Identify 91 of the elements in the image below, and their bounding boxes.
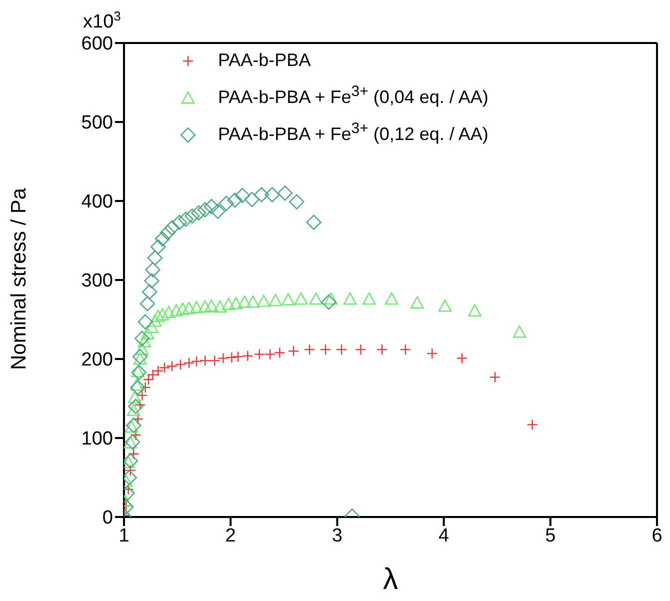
point (142, 284, 158, 300)
point (410, 296, 424, 309)
point (124, 420, 138, 433)
point (140, 296, 156, 312)
point (244, 192, 260, 208)
legend-label: PAA-b-PBA + Fe$^{3+}$ (0,04 eq. / AA) (218, 83, 488, 107)
point (130, 378, 144, 391)
point (138, 314, 153, 330)
point (234, 188, 250, 204)
x-tick-label: 1 (118, 525, 130, 546)
y-tick-label: 300 (81, 270, 113, 292)
point (204, 198, 220, 214)
y-tick-label: 400 (81, 192, 113, 213)
point (210, 204, 226, 219)
y-tick-label: 500 (81, 112, 113, 134)
point (154, 231, 170, 247)
point (145, 262, 160, 278)
legend-label: PAA-b-PBA + Fe$^{3+}$ (0,12 eq. / AA) (218, 120, 488, 144)
point (343, 292, 357, 305)
point (213, 300, 227, 312)
point (170, 304, 183, 316)
point (172, 214, 188, 230)
point (126, 418, 142, 433)
point (512, 326, 526, 338)
point (148, 314, 162, 327)
point (222, 298, 236, 310)
point (136, 342, 149, 356)
point (144, 273, 160, 288)
point (184, 208, 200, 224)
x-tick-label: 6 (652, 525, 662, 546)
point (178, 212, 194, 227)
x-axis-title: λ (383, 563, 398, 596)
x-tick-label: 5 (545, 525, 556, 546)
point (182, 302, 196, 314)
point (282, 293, 295, 306)
point (145, 320, 158, 333)
point (130, 380, 146, 396)
y-tick-label: 200 (81, 350, 113, 371)
point (124, 434, 140, 450)
point (254, 187, 270, 202)
point (124, 436, 137, 448)
point (306, 214, 322, 230)
point (362, 292, 376, 305)
point (277, 186, 293, 201)
point (309, 292, 322, 305)
point (238, 296, 252, 308)
point (289, 194, 304, 210)
point (321, 294, 336, 310)
text: x10$^{3}$ (83, 8, 121, 33)
point (152, 310, 165, 322)
point (198, 300, 212, 312)
point (162, 306, 176, 318)
point (264, 187, 280, 202)
point (126, 404, 140, 416)
y-tick-label: 100 (81, 428, 113, 450)
point (257, 294, 270, 307)
legend-label: PAA-b-PBA (218, 50, 311, 70)
point (268, 294, 282, 306)
point (246, 296, 260, 308)
point (204, 299, 218, 312)
point (134, 330, 150, 346)
point (132, 349, 148, 364)
point (138, 335, 151, 348)
point (294, 292, 308, 305)
point (160, 225, 176, 240)
point (133, 352, 147, 365)
x-tick-label: 2 (225, 525, 236, 546)
point (191, 205, 206, 220)
point (147, 250, 163, 266)
y-axis-title: Nominal stress / Pa (7, 188, 30, 370)
y-tick-label: 600 (81, 34, 113, 55)
point (164, 220, 180, 236)
point (218, 196, 234, 211)
point (140, 327, 154, 340)
point (468, 304, 482, 316)
point (156, 308, 169, 320)
x-tick-label: 3 (332, 525, 342, 546)
point (150, 239, 166, 254)
point (324, 292, 338, 305)
point (190, 301, 204, 314)
point (438, 299, 452, 312)
point (197, 202, 213, 218)
point (131, 365, 144, 378)
x-tick-label: 4 (438, 525, 450, 546)
point (124, 453, 138, 469)
point (229, 297, 243, 310)
point (131, 364, 147, 380)
point (227, 192, 242, 208)
point (384, 292, 398, 305)
point (176, 302, 190, 315)
y-tick-label: 0 (102, 508, 113, 529)
